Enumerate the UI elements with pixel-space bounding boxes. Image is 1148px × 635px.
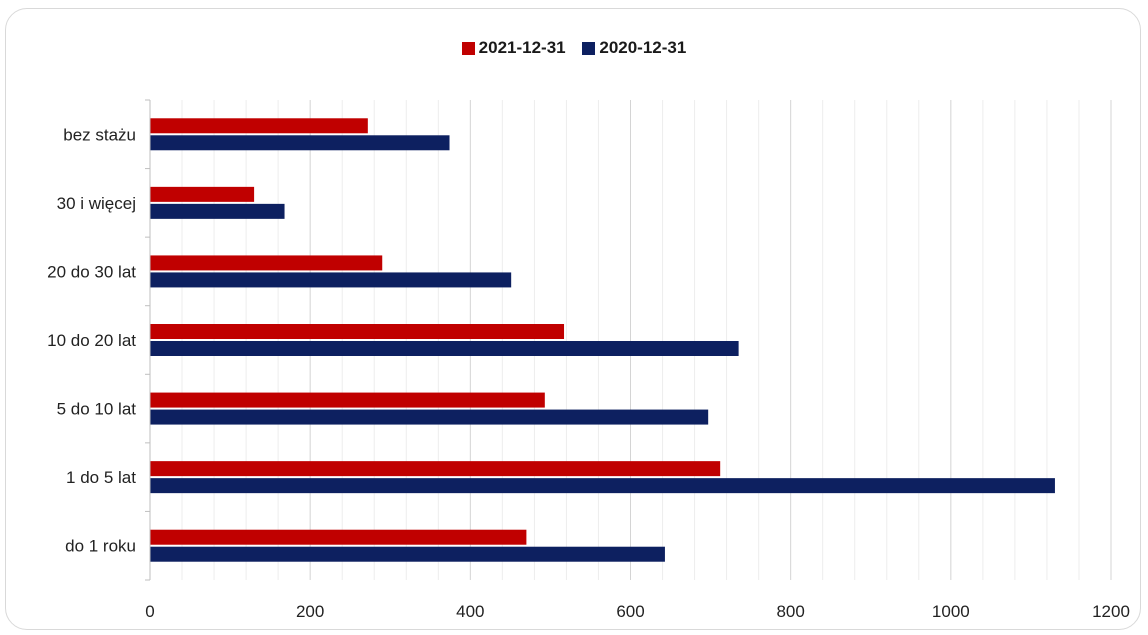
legend-label-2020: 2020-12-31 — [599, 38, 687, 57]
legend-swatch-2020 — [582, 41, 596, 55]
bar-2020 — [150, 135, 450, 151]
grid-layer — [181, 100, 1112, 580]
legend-label-2021: 2021-12-31 — [478, 38, 566, 57]
category-label: do 1 roku — [65, 537, 136, 556]
category-label: 30 i więcej — [57, 194, 136, 213]
bar-2021 — [150, 186, 255, 202]
bar-2021 — [150, 461, 721, 477]
bar-2021 — [150, 324, 565, 339]
category-label: bez stażu — [63, 125, 136, 144]
category-label: 20 do 30 lat — [47, 262, 136, 281]
bar-2020 — [150, 341, 739, 356]
legend: 2021-12-31 2020-12-31 — [0, 38, 1148, 60]
axis-layer: do 1 roku 1 do 5 lat 5 do 10 lat 10 do 20 l… — [47, 99, 1130, 621]
legend-item-2021: 2021-12-31 — [461, 38, 566, 58]
x-tick-label: 200 — [296, 602, 324, 621]
bar-2020 — [150, 272, 512, 288]
bar-2021 — [150, 529, 527, 545]
bar-2021 — [150, 118, 368, 134]
bar-2020 — [150, 478, 1055, 494]
x-tick-label: 1000 — [932, 602, 970, 621]
x-tick-label: 600 — [616, 602, 644, 621]
bar-2021 — [150, 255, 383, 271]
x-tick-label: 400 — [456, 602, 484, 621]
bar-2020 — [150, 203, 285, 219]
category-label: 10 do 20 lat — [47, 331, 136, 350]
bar-layer — [150, 118, 1055, 562]
bar-2020 — [150, 546, 665, 562]
legend-swatch-2021 — [461, 41, 475, 55]
category-label: 5 do 10 lat — [57, 400, 137, 419]
bar-2020 — [150, 409, 709, 425]
x-tick-label: 800 — [776, 602, 804, 621]
category-label: 1 do 5 lat — [66, 468, 136, 487]
legend-item-2020: 2020-12-31 — [582, 38, 686, 58]
bar-2021 — [150, 392, 545, 408]
x-tick-label: 0 — [145, 602, 154, 621]
x-tick-label: 1200 — [1092, 602, 1130, 621]
chart-frame — [5, 8, 1141, 630]
